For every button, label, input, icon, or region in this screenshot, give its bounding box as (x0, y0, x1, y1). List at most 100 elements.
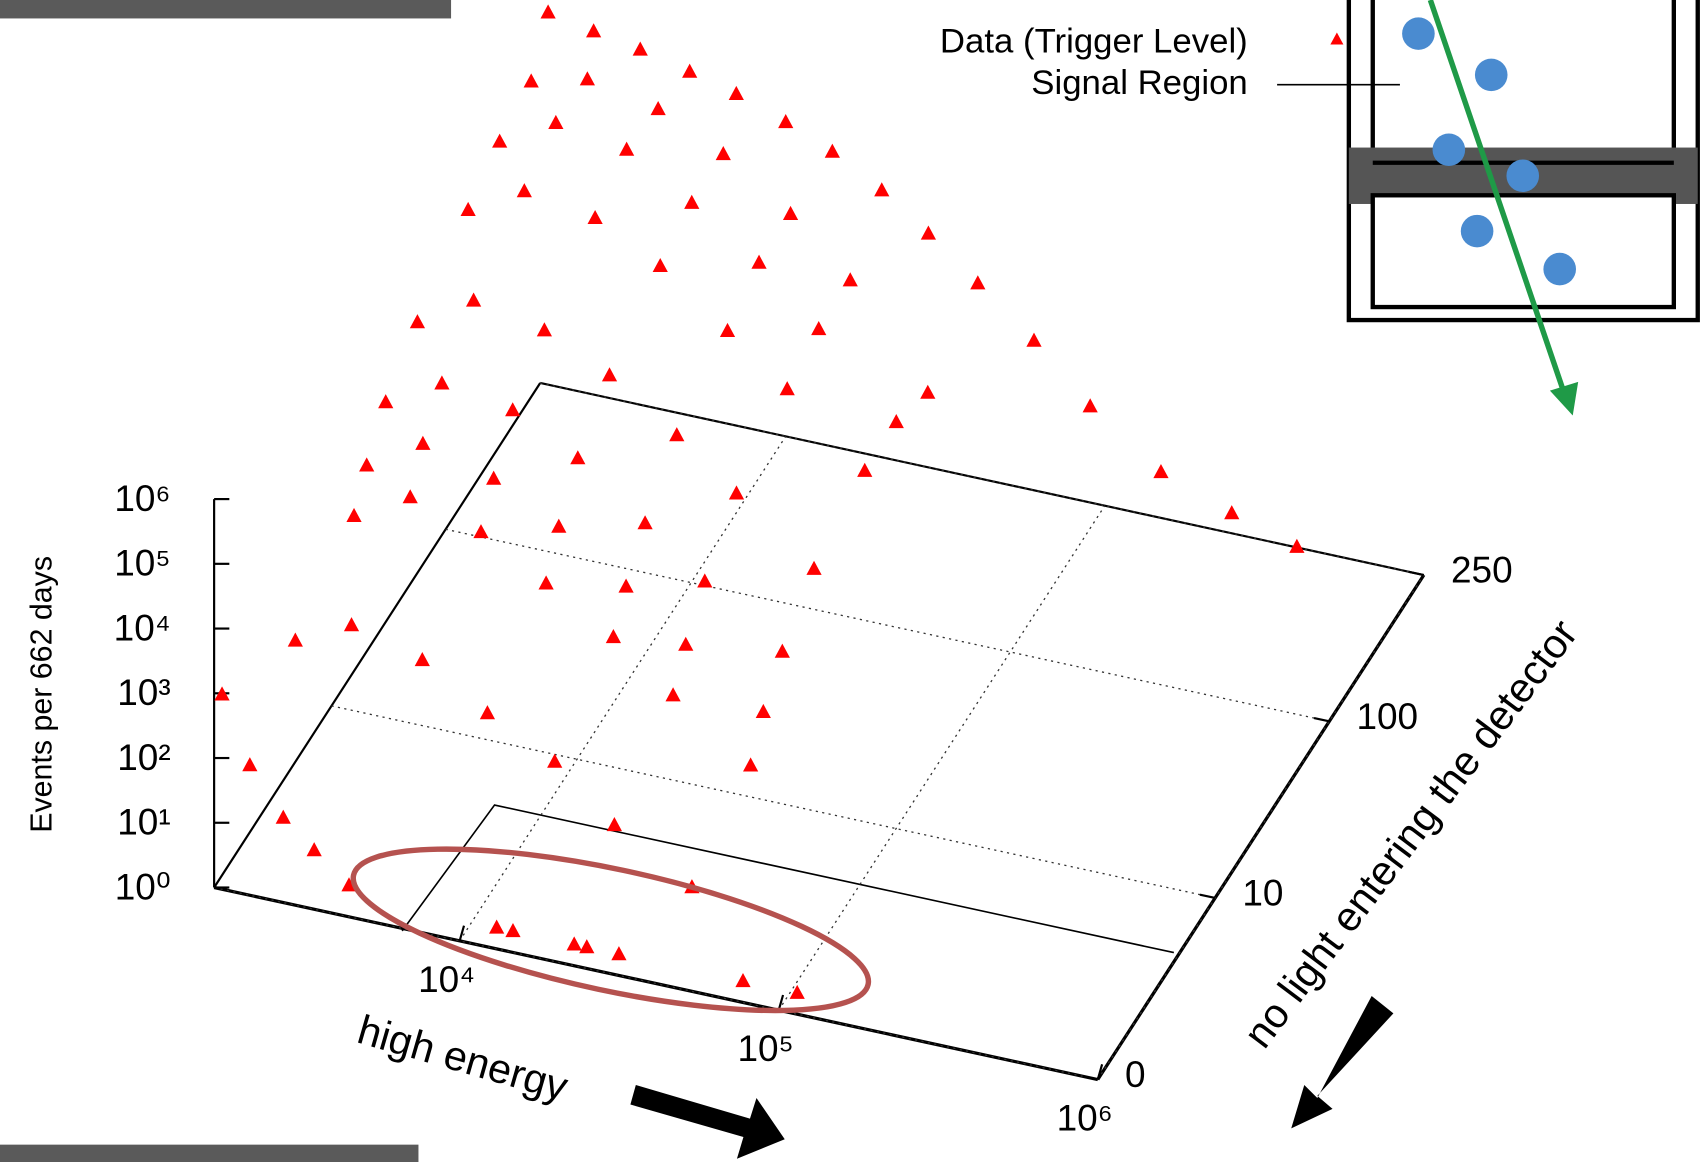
data-point (516, 183, 532, 198)
data-point (715, 146, 731, 161)
hit (1402, 17, 1435, 50)
depth-tick (1408, 570, 1425, 577)
depth-arrow (1291, 996, 1394, 1129)
data-point (842, 272, 858, 287)
data-point (719, 322, 736, 338)
data-point (632, 41, 648, 56)
x-axis-title: high energy (353, 1006, 573, 1110)
depth-axis-title: no light entering the detector (1235, 611, 1587, 1056)
data-point (341, 877, 357, 892)
depth-tick (1199, 893, 1216, 899)
data-point (540, 4, 556, 19)
x-tick-label: 10⁶ (1057, 1098, 1113, 1139)
data-point (774, 643, 790, 658)
data-point (1026, 332, 1042, 347)
data-point (743, 757, 759, 772)
footer-bar (0, 1144, 419, 1162)
data-point (566, 936, 582, 951)
data-point (414, 652, 430, 667)
data-point (486, 470, 502, 485)
data-point (434, 375, 450, 390)
x-axis-line (213, 885, 1099, 1082)
z-tick-label: 10¹ (117, 802, 170, 843)
data-point (287, 632, 303, 647)
base-edge (213, 382, 542, 889)
depth-tick (1313, 717, 1330, 723)
signal-ellipse (350, 846, 872, 1014)
data-point (755, 703, 771, 719)
data-point (551, 518, 567, 533)
detector-diagram (1346, 0, 1700, 416)
data-point (735, 973, 751, 988)
data-point (343, 617, 360, 632)
depth-tick-label: 100 (1356, 696, 1418, 737)
data-point (579, 71, 595, 86)
data-point (402, 489, 418, 504)
legend-label: Data (Trigger Level) (940, 23, 1248, 61)
data-point (538, 575, 554, 590)
data-point (466, 292, 482, 307)
data-point (415, 435, 431, 450)
data-point (1224, 505, 1240, 520)
data-point (779, 381, 795, 396)
data-point (611, 946, 627, 961)
data-point (728, 485, 745, 500)
data-point (587, 209, 603, 225)
hit (1506, 159, 1540, 193)
data-point (619, 141, 635, 156)
data-point (1082, 398, 1098, 413)
data-point (523, 73, 539, 88)
data-point (650, 101, 666, 116)
hit (1474, 58, 1508, 92)
data-point (586, 23, 602, 38)
data-point (811, 320, 827, 336)
data-point (306, 842, 322, 857)
x-tick (777, 994, 785, 1011)
data-point (359, 457, 375, 472)
data-point (479, 705, 496, 720)
data-point (824, 143, 840, 158)
grid-line (213, 886, 1098, 1081)
data-point (536, 322, 553, 337)
legend-marker (1330, 32, 1344, 45)
data-point (778, 114, 794, 129)
base-edge (539, 381, 1425, 577)
data-point (652, 257, 668, 273)
data-point (637, 515, 653, 530)
z-tick-label: 10⁰ (115, 866, 171, 907)
depth-tick-label: 250 (1451, 550, 1513, 591)
z-tick-label: 10⁴ (114, 607, 171, 648)
data-point (460, 201, 476, 216)
grid-line (778, 505, 1106, 1011)
data-point (214, 686, 230, 701)
energy-arrow (630, 1084, 785, 1159)
data-point (697, 573, 713, 588)
data-point (684, 194, 700, 209)
data-point (606, 816, 622, 832)
x-tick (458, 925, 466, 942)
data-point (751, 254, 767, 269)
z-tick-label: 10³ (117, 672, 170, 713)
data-point (1289, 538, 1305, 553)
z-axis-title: Events per 662 days (24, 556, 58, 833)
data-point (409, 314, 426, 329)
z-tick-label: 10⁵ (114, 543, 170, 584)
data-point (473, 524, 489, 539)
data-point (728, 85, 744, 100)
data-point (669, 427, 685, 442)
data-point (1153, 463, 1169, 479)
signal-box (401, 804, 1175, 954)
data-point (782, 205, 799, 221)
depth-tick-label: 10 (1242, 873, 1283, 914)
x-tick-label: 10⁴ (418, 959, 475, 1000)
grid-line (459, 436, 787, 942)
z-tick-label: 10² (117, 737, 170, 778)
data-point (605, 628, 622, 644)
hit (1543, 252, 1577, 286)
grid-line (331, 705, 1216, 899)
data-point (682, 63, 698, 78)
data-point (920, 384, 936, 399)
header-bar (0, 0, 452, 19)
data-point (601, 367, 618, 382)
